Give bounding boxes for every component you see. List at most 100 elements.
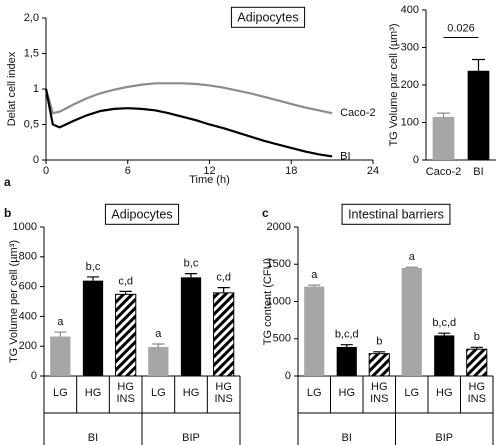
y-tick-label: 1000	[267, 295, 291, 307]
y-tick-label: 800	[19, 251, 37, 263]
bar	[148, 346, 169, 376]
significance-label: b,c	[184, 258, 199, 270]
title-box	[341, 203, 451, 225]
x-tick-label: HG INS	[468, 381, 486, 405]
significance-label: b,c	[86, 261, 101, 273]
x-tick-label: 0	[43, 165, 49, 177]
significance-label: c,d	[216, 272, 231, 284]
bar	[466, 348, 488, 377]
error-bar	[471, 58, 486, 71]
bar	[82, 280, 104, 376]
y-tick-label: 0	[413, 154, 419, 166]
significance-label: b,c,d	[432, 317, 456, 329]
y-tick-label: 600	[19, 281, 37, 293]
bar	[180, 277, 202, 376]
y-tick-label: 0	[31, 370, 37, 382]
x-tick-label: 24	[367, 165, 379, 177]
x-tick-label: LG	[404, 387, 419, 399]
significance-label: a	[311, 269, 318, 281]
x-tick-label: 12	[203, 165, 215, 177]
x-tick-label: 6	[125, 165, 131, 177]
x-tick-label: 18	[285, 165, 297, 177]
group-label: BIP	[182, 432, 200, 444]
x-tick-label: LG	[151, 387, 166, 399]
x-tick-label: LG	[307, 387, 322, 399]
error-bar	[405, 266, 418, 268]
p-value: 0.026	[447, 22, 475, 34]
y-tick-label: 1500	[267, 258, 291, 270]
panel-title: Adipocytes	[111, 207, 172, 221]
error-bar	[373, 351, 386, 354]
x-tick-label: HG INS	[116, 381, 134, 405]
bar	[213, 292, 235, 377]
x-tick-label: BI	[473, 166, 483, 178]
x-axis-label: Time (h)	[189, 174, 230, 186]
y-tick-label: 0	[285, 370, 291, 382]
significance-label: a	[57, 316, 64, 328]
panel-letter: b	[4, 206, 11, 220]
series-label: Caco-2	[340, 107, 375, 119]
y-tick-label: 0	[33, 154, 39, 166]
y-tick-label: 200	[401, 79, 419, 91]
bar	[401, 267, 422, 376]
y-tick-label: 300	[401, 41, 419, 53]
significance-label: a	[155, 328, 162, 340]
x-tick-label: HG	[436, 387, 453, 399]
y-tick-label: 400	[401, 4, 419, 16]
group-label: BI	[88, 432, 98, 444]
significance-label: b,c,d	[335, 329, 359, 341]
error-bar	[217, 287, 230, 293]
bar	[467, 70, 490, 160]
y-axis-label: TG content (CFU)	[262, 258, 274, 345]
series-label: BI	[340, 150, 350, 162]
y-tick-label: 2,0	[24, 12, 39, 24]
title-box	[230, 6, 306, 28]
panel-title: Intestinal barriers	[348, 207, 444, 221]
x-tick-label: HG INS	[214, 381, 232, 405]
x-tick-label: HG INS	[370, 381, 388, 405]
y-tick-label: 500	[273, 333, 291, 345]
error-bar	[438, 332, 451, 336]
significance-label: b	[474, 331, 480, 343]
y-tick-label: 1,5	[24, 47, 39, 59]
series-line	[44, 88, 333, 158]
bar	[432, 116, 455, 160]
x-tick-label: LG	[53, 387, 68, 399]
x-tick-label: HG	[183, 387, 200, 399]
y-tick-label: 200	[19, 340, 37, 352]
panel-title: Adipocytes	[237, 10, 298, 24]
bar	[50, 336, 71, 376]
x-tick-label: HG	[85, 387, 102, 399]
y-tick-label: 1000	[13, 221, 37, 233]
y-tick-label: 0,5	[24, 118, 39, 130]
error-bar	[119, 290, 132, 295]
y-tick-label: 2000	[267, 221, 291, 233]
error-bar	[86, 276, 100, 281]
x-tick-label: Caco-2	[426, 166, 461, 178]
y-axis-label: TG Volume par cell (µm³)	[388, 23, 400, 146]
y-tick-label: 1	[33, 83, 39, 95]
error-bar	[184, 273, 198, 278]
y-axis-label: TG Volume per cell (µm³)	[8, 240, 20, 363]
group-label: BIP	[435, 432, 453, 444]
x-tick-label: HG	[339, 387, 356, 399]
bar	[304, 286, 325, 376]
significance-label: b	[376, 336, 382, 348]
error-bar	[340, 344, 353, 347]
significance-label: c,d	[118, 275, 133, 287]
panel-letter: c	[262, 206, 269, 220]
error-bar	[470, 346, 483, 350]
bar	[368, 353, 390, 377]
y-tick-label: 400	[19, 310, 37, 322]
error-bar	[308, 284, 321, 287]
title-box	[104, 203, 180, 225]
series-line	[44, 82, 333, 115]
y-tick-label: 100	[401, 116, 419, 128]
bar	[434, 335, 455, 376]
y-axis-label: Delat cell index	[6, 51, 18, 126]
group-label: BI	[342, 432, 352, 444]
bar	[336, 346, 357, 376]
error-bar	[54, 331, 67, 337]
error-bar	[436, 112, 451, 117]
